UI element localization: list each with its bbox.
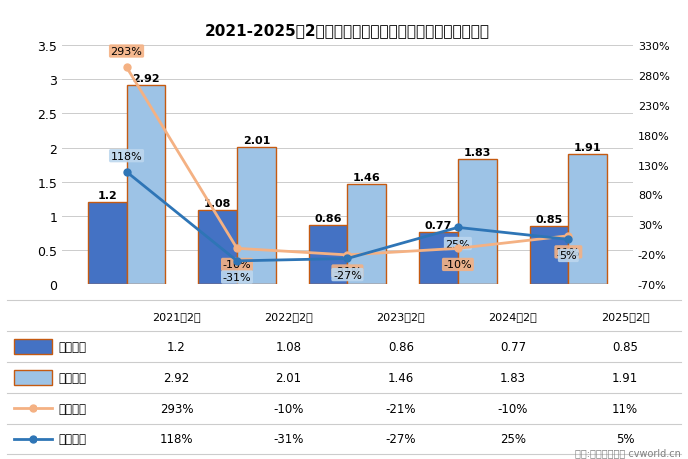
Text: 0.77: 0.77	[500, 340, 526, 353]
Text: 1.83: 1.83	[464, 148, 491, 158]
Text: 0.86: 0.86	[314, 214, 342, 224]
Text: 1.91: 1.91	[612, 371, 638, 384]
Text: -27%: -27%	[333, 270, 362, 280]
Text: 5%: 5%	[559, 251, 577, 261]
Text: 25%: 25%	[446, 239, 471, 249]
Text: 11%: 11%	[556, 247, 581, 257]
Text: 2.01: 2.01	[276, 371, 301, 384]
Bar	[127, 85, 165, 285]
Bar	[347, 185, 386, 285]
Text: -31%: -31%	[223, 272, 251, 282]
Text: -10%: -10%	[497, 402, 528, 415]
Text: 293%: 293%	[111, 47, 142, 57]
Bar	[458, 160, 497, 285]
Text: 118%: 118%	[111, 151, 142, 161]
Text: -10%: -10%	[444, 260, 472, 270]
Text: 2021年2月: 2021年2月	[152, 311, 201, 321]
Bar	[309, 226, 347, 285]
Text: 11%: 11%	[612, 402, 638, 415]
Text: 2023年2月: 2023年2月	[376, 311, 425, 321]
Text: 1.08: 1.08	[204, 199, 231, 209]
Text: 1.46: 1.46	[353, 173, 380, 183]
Text: -31%: -31%	[273, 432, 304, 446]
Text: 0.77: 0.77	[425, 220, 452, 230]
Bar	[198, 211, 237, 285]
Text: 1.83: 1.83	[500, 371, 526, 384]
Text: 1.46: 1.46	[387, 371, 414, 384]
Title: 2021-2025年2月中型卡车销量及增幅走势（单位：万辆）: 2021-2025年2月中型卡车销量及增幅走势（单位：万辆）	[205, 23, 490, 38]
Text: 累计销量: 累计销量	[58, 371, 87, 384]
Text: -21%: -21%	[333, 266, 362, 276]
Text: 293%: 293%	[160, 402, 193, 415]
Text: 25%: 25%	[500, 432, 526, 446]
Text: 118%: 118%	[160, 432, 193, 446]
Text: -10%: -10%	[273, 402, 304, 415]
Text: 2022年2月: 2022年2月	[264, 311, 313, 321]
Text: 1.2: 1.2	[97, 191, 117, 201]
Bar	[568, 154, 607, 285]
Text: -10%: -10%	[223, 260, 251, 270]
Text: -21%: -21%	[385, 402, 416, 415]
Text: 2024年2月: 2024年2月	[488, 311, 537, 321]
Bar	[530, 227, 568, 285]
Bar	[237, 147, 276, 285]
Bar	[419, 232, 458, 285]
Text: 2.92: 2.92	[163, 371, 190, 384]
Text: 0.86: 0.86	[388, 340, 413, 353]
Text: 2.92: 2.92	[132, 73, 160, 84]
Text: 1.91: 1.91	[574, 142, 601, 152]
Text: 0.85: 0.85	[612, 340, 638, 353]
Text: 当月销量: 当月销量	[58, 340, 87, 353]
Text: 同比增幅: 同比增幅	[58, 402, 87, 415]
Text: 累计增幅: 累计增幅	[58, 432, 87, 446]
Text: 2.01: 2.01	[243, 135, 270, 146]
Text: 1.08: 1.08	[276, 340, 301, 353]
Bar	[88, 203, 127, 285]
Text: 5%: 5%	[616, 432, 634, 446]
Text: 制图:第一商用车网 cvworld.cn: 制图:第一商用车网 cvworld.cn	[575, 447, 681, 457]
Text: 1.2: 1.2	[167, 340, 186, 353]
Text: -27%: -27%	[385, 432, 416, 446]
Text: 0.85: 0.85	[535, 215, 563, 224]
Text: 2025年2月: 2025年2月	[601, 311, 649, 321]
